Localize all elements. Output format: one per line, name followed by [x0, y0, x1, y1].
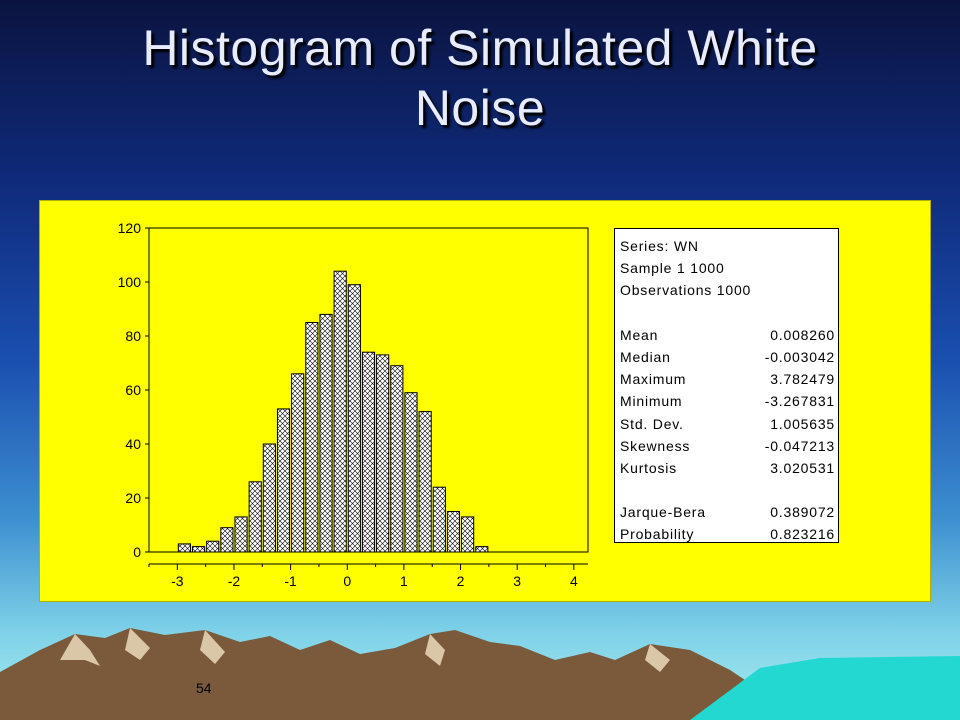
- stats-row-kurtosis: Kurtosis 3.020531: [620, 457, 835, 479]
- histogram-bar: [206, 540, 220, 553]
- histogram-bar: [248, 481, 262, 553]
- histogram-bar: [376, 354, 390, 553]
- slide-title-line-2: Noise: [414, 80, 546, 136]
- stats-observations: Observations 1000: [620, 279, 835, 301]
- x-tick-label: 0: [343, 573, 351, 589]
- y-tick-label: 80: [125, 328, 141, 344]
- histogram-bar: [276, 408, 291, 553]
- stats-value: 0.008260: [770, 326, 835, 343]
- histogram-bar: [461, 516, 475, 553]
- histogram-bar: [333, 270, 347, 553]
- x-tick-label: -2: [228, 573, 241, 589]
- stats-observations-text: Observations 1000: [620, 282, 752, 299]
- x-tick-label: 2: [457, 573, 465, 589]
- x-tick-label: 3: [513, 573, 521, 589]
- histogram-bar: [177, 543, 191, 553]
- x-tick-label: 1: [400, 573, 408, 589]
- stats-value: 0.389072: [770, 504, 835, 521]
- y-tick-label: 100: [118, 274, 142, 290]
- histogram-bar: [446, 511, 461, 553]
- stats-label: Maximum: [620, 371, 687, 388]
- stats-series: Series: WN: [620, 235, 835, 257]
- stats-row-skewness: Skewness -0.047213: [620, 435, 835, 457]
- stats-series-text: Series: WN: [620, 238, 699, 254]
- stats-value: -0.047213: [764, 437, 835, 454]
- stats-row-minimum: Minimum -3.267831: [620, 390, 835, 412]
- histogram-bar: [220, 527, 234, 553]
- stats-label: Mean: [620, 326, 659, 343]
- stats-row-mean: Mean 0.008260: [620, 324, 835, 346]
- histogram-bar: [262, 443, 276, 553]
- histogram-bar: [432, 486, 446, 553]
- histogram-bar: [319, 313, 333, 553]
- stats-label: Std. Dev.: [620, 415, 684, 432]
- x-tick-label: -3: [171, 573, 184, 589]
- y-tick-label: 40: [125, 436, 141, 452]
- y-tick-label: 20: [125, 490, 141, 506]
- mountain-decoration: [0, 628, 960, 720]
- slide-title: Histogram of Simulated White Noise: [0, 18, 960, 138]
- stats-row-std-dev: Std. Dev. 1.005635: [620, 413, 835, 435]
- stats-value: 3.020531: [770, 459, 835, 476]
- y-tick-label: 120: [118, 220, 142, 236]
- stats-label: Kurtosis: [620, 459, 677, 476]
- stats-label: Probability: [620, 526, 695, 543]
- x-tick-label: -1: [284, 573, 297, 589]
- x-tick-label: 4: [570, 573, 578, 589]
- histogram-bar: [404, 392, 418, 553]
- histogram-bar: [390, 365, 404, 553]
- stats-sample: Sample 1 1000: [620, 257, 835, 279]
- page-number: 54: [196, 680, 212, 696]
- stats-value: 0.823216: [770, 526, 835, 543]
- stats-label: Minimum: [620, 393, 683, 410]
- histogram-bar: [191, 546, 206, 553]
- statistics-box: Series: WN Sample 1 1000 Observations 10…: [614, 228, 839, 543]
- stats-row-maximum: Maximum 3.782479: [620, 368, 835, 390]
- histogram-panel: 0 20 40 60 80 100 120 -3 -2 -1 0 1 2 3 4 Series: WN Sa…: [39, 200, 931, 602]
- stats-label: Skewness: [620, 437, 691, 454]
- histogram-bar: [347, 284, 361, 553]
- histogram-bar: [234, 516, 248, 553]
- stats-row-probability: Probability 0.823216: [620, 523, 835, 545]
- y-tick-label: 60: [125, 382, 141, 398]
- histogram-bar: [361, 351, 376, 553]
- histogram-bar: [305, 322, 319, 553]
- histogram-chart: 0 20 40 60 80 100 120 -3 -2 -1 0 1 2 3 4: [118, 220, 589, 589]
- stats-row-median: Median -0.003042: [620, 346, 835, 368]
- stats-label: Median: [620, 348, 671, 365]
- histogram-bar: [291, 373, 305, 553]
- stats-label: Jarque-Bera: [620, 504, 706, 521]
- stats-row-jarque-bera: Jarque-Bera 0.389072: [620, 501, 835, 523]
- y-tick-label: 0: [133, 544, 141, 560]
- stats-value: 1.005635: [770, 415, 835, 432]
- histogram-bar: [475, 546, 489, 553]
- stats-sample-text: Sample 1 1000: [620, 260, 725, 277]
- stats-value: 3.782479: [770, 371, 835, 388]
- stats-value: -0.003042: [764, 348, 835, 365]
- slide-title-line-1: Histogram of Simulated White: [142, 20, 818, 76]
- stats-value: -3.267831: [764, 393, 835, 410]
- histogram-bar: [418, 411, 432, 553]
